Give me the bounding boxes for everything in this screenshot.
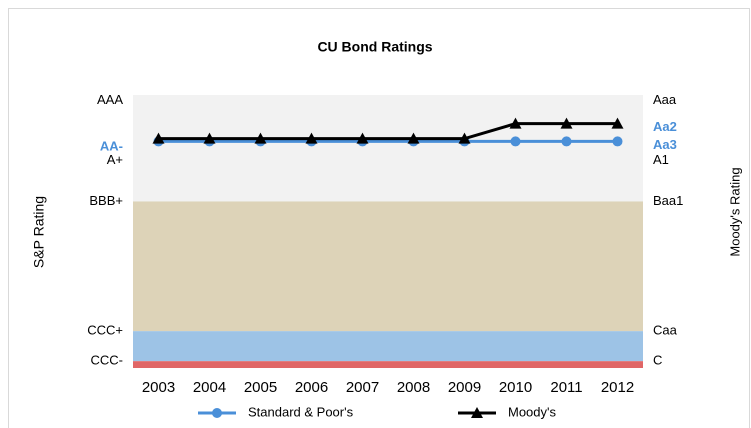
point	[560, 117, 573, 129]
x-tick-label: 2006	[295, 379, 328, 396]
y2-tick-label: Aaa	[653, 92, 677, 107]
y2-tick-label: C	[653, 353, 662, 368]
rating-band	[133, 201, 643, 332]
x-tick-label: 2011	[550, 379, 582, 396]
point	[612, 136, 623, 147]
y-tick-label: CCC+	[87, 323, 123, 338]
y-tick-label: AA-	[100, 138, 123, 153]
point	[509, 117, 522, 129]
y2-tick-label: Baa1	[653, 193, 683, 208]
rating-band	[133, 361, 643, 368]
x-tick-label: 2004	[193, 379, 226, 396]
point	[407, 132, 420, 144]
series-line	[158, 122, 618, 141]
rating-band	[133, 331, 643, 362]
x-tick-label: 2010	[499, 379, 532, 396]
y2-tick-label: Aa2	[653, 119, 677, 134]
legend-marker	[212, 408, 222, 418]
legend-label: Standard & Poor's	[248, 404, 354, 419]
point	[561, 136, 572, 147]
point	[611, 117, 624, 129]
x-tick-label: 2008	[397, 379, 430, 396]
y-tick-label: AAA	[97, 92, 123, 107]
legend-marker	[471, 407, 483, 418]
point	[152, 132, 165, 144]
point	[510, 136, 521, 147]
point	[203, 132, 216, 144]
y2-tick-label: Caa	[653, 323, 678, 338]
rating-band	[133, 95, 643, 202]
y2-tick-label: A1	[653, 152, 669, 167]
x-tick-label: 2005	[244, 379, 277, 396]
y-tick-label: CCC-	[91, 353, 124, 368]
point	[305, 132, 318, 144]
x-tick-label: 2012	[601, 379, 634, 396]
y-axis-title: S&P Rating	[31, 196, 47, 268]
point	[458, 132, 471, 144]
y2-tick-label: Aa3	[653, 137, 677, 152]
x-tick-label: 2009	[448, 379, 481, 396]
legend-label: Moody's	[508, 404, 557, 419]
x-tick-label: 2007	[346, 379, 379, 396]
x-tick-label: 2003	[142, 379, 175, 396]
y-tick-label: A+	[107, 152, 123, 167]
y2-axis-title: Moody's Rating	[727, 167, 742, 256]
chart-title: CU Bond Ratings	[317, 39, 432, 55]
point	[356, 132, 369, 144]
y-tick-label: BBB+	[89, 193, 123, 208]
point	[254, 132, 267, 144]
